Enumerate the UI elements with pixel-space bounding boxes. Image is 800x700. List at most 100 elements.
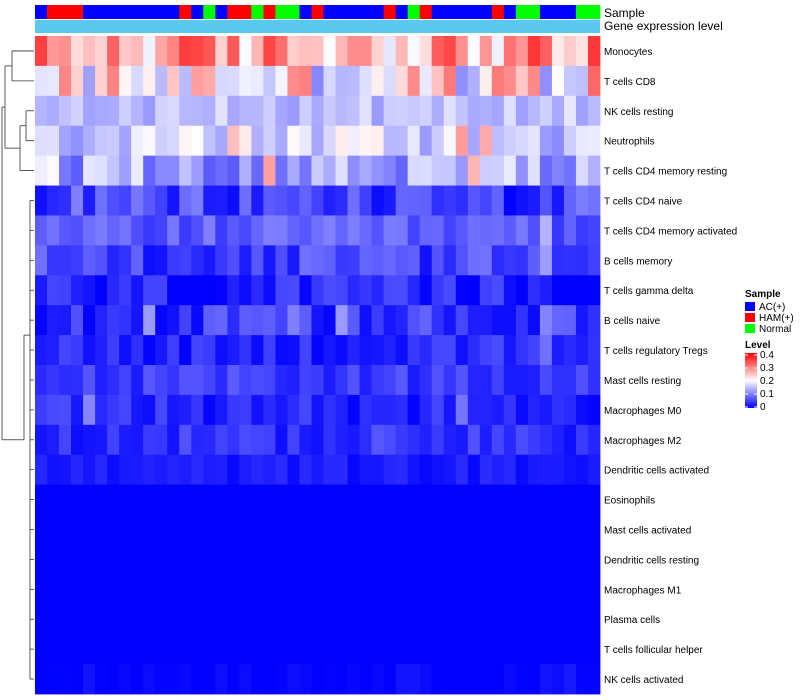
heatmap-cell	[359, 125, 372, 157]
heatmap-cell	[119, 215, 132, 246]
sample-annotation-cell	[359, 5, 372, 19]
heatmap-cell	[35, 365, 48, 396]
heatmap-cell	[35, 634, 48, 665]
sample-annotation-cell	[227, 5, 240, 19]
heatmap-cell	[287, 514, 300, 545]
heatmap-cell	[59, 604, 72, 635]
heatmap-cell	[119, 305, 132, 336]
heatmap-cell	[155, 574, 168, 605]
heatmap-cell	[515, 394, 529, 426]
heatmap-cell	[131, 95, 144, 127]
heatmap-cell	[263, 305, 276, 336]
heatmap-cells	[35, 36, 601, 695]
heatmap-cell	[35, 65, 48, 97]
heatmap-cell	[167, 305, 180, 336]
heatmap-cell	[335, 125, 348, 157]
heatmap-cell	[251, 394, 264, 426]
heatmap-cell	[155, 365, 168, 396]
sample-annotation-cell	[527, 5, 541, 19]
heatmap-cell	[479, 634, 493, 665]
sample-annotation-cell	[515, 5, 529, 19]
heatmap-cell	[467, 634, 481, 665]
legend-tick-label: 0.4	[760, 350, 774, 361]
heatmap-cell	[347, 125, 360, 157]
heatmap-cell	[359, 514, 372, 545]
heatmap-cell	[359, 95, 372, 127]
heatmap-cell	[95, 484, 108, 515]
heatmap-cell	[443, 544, 457, 575]
heatmap-cell	[551, 215, 565, 246]
heatmap-cell	[107, 544, 120, 575]
heatmap-cell	[455, 454, 469, 486]
heatmap-cell	[431, 514, 445, 545]
heatmap-cell	[431, 365, 445, 396]
heatmap-cell	[35, 155, 48, 186]
heatmap-cell	[467, 544, 481, 575]
heatmap-cell	[515, 95, 529, 127]
heatmap-cell	[467, 275, 481, 306]
heatmap-cell	[251, 514, 264, 545]
heatmap-cell	[479, 424, 493, 456]
heatmap-cell	[143, 394, 156, 426]
row-label: Macrophages M2	[604, 436, 682, 447]
row-label: B cells memory	[604, 256, 672, 267]
heatmap-cell	[443, 394, 457, 426]
heatmap-cell	[455, 484, 469, 515]
heatmap-cell	[59, 215, 72, 246]
heatmap-cell	[275, 245, 288, 276]
heatmap-cell	[347, 36, 360, 67]
heatmap-cell	[215, 365, 228, 396]
heatmap-cell	[407, 604, 421, 635]
legend-tick-label: 0.3	[760, 363, 774, 374]
heatmap-cell	[467, 664, 481, 695]
heatmap-cell	[107, 424, 120, 456]
heatmap-cell	[395, 275, 409, 306]
heatmap-cell	[59, 36, 72, 67]
heatmap-cell	[47, 574, 60, 605]
heatmap-cell	[95, 36, 108, 67]
heatmap-cell	[299, 484, 312, 515]
heatmap-cell	[251, 155, 264, 186]
heatmap-cell	[143, 245, 156, 276]
heatmap-cell	[251, 125, 264, 157]
heatmap-cell	[515, 365, 529, 396]
heatmap-cell	[275, 335, 288, 366]
heatmap-cell	[431, 664, 445, 695]
heatmap-cell	[227, 215, 240, 246]
row-label: Dendritic cells activated	[604, 466, 709, 477]
heatmap-cell	[143, 65, 156, 97]
heatmap-cell	[215, 36, 228, 67]
heatmap-cell	[443, 574, 457, 605]
heatmap-cell	[299, 125, 312, 157]
heatmap-cell	[287, 305, 300, 336]
heatmap-cell	[419, 245, 433, 276]
heatmap-cell	[551, 335, 565, 366]
heatmap-cell	[551, 65, 565, 97]
heatmap-cell	[503, 335, 517, 366]
heatmap-cell	[455, 36, 469, 67]
heatmap-cell	[47, 484, 60, 515]
heatmap-cell	[443, 36, 457, 67]
heatmap-cell	[527, 424, 541, 456]
heatmap-cell	[227, 125, 240, 157]
heatmap-cell	[203, 574, 216, 605]
heatmap-cell	[155, 514, 168, 545]
heatmap-cell	[71, 125, 84, 157]
heatmap-cell	[575, 125, 589, 157]
heatmap-cell	[167, 155, 180, 186]
sample-annotation-cell	[131, 5, 144, 19]
heatmap-cell	[563, 65, 577, 97]
heatmap-cell	[191, 484, 204, 515]
heatmap-cell	[215, 185, 228, 216]
heatmap-cell	[551, 544, 565, 575]
heatmap-cell	[371, 365, 385, 396]
heatmap-cell	[335, 65, 348, 97]
heatmap-cell	[419, 185, 433, 216]
heatmap-cell	[395, 394, 409, 426]
heatmap-cell	[371, 335, 385, 366]
heatmap-cell	[263, 514, 276, 545]
heatmap-cell	[587, 394, 601, 426]
heatmap-cell	[491, 544, 505, 575]
heatmap-cell	[527, 394, 541, 426]
heatmap-cell	[251, 95, 264, 127]
